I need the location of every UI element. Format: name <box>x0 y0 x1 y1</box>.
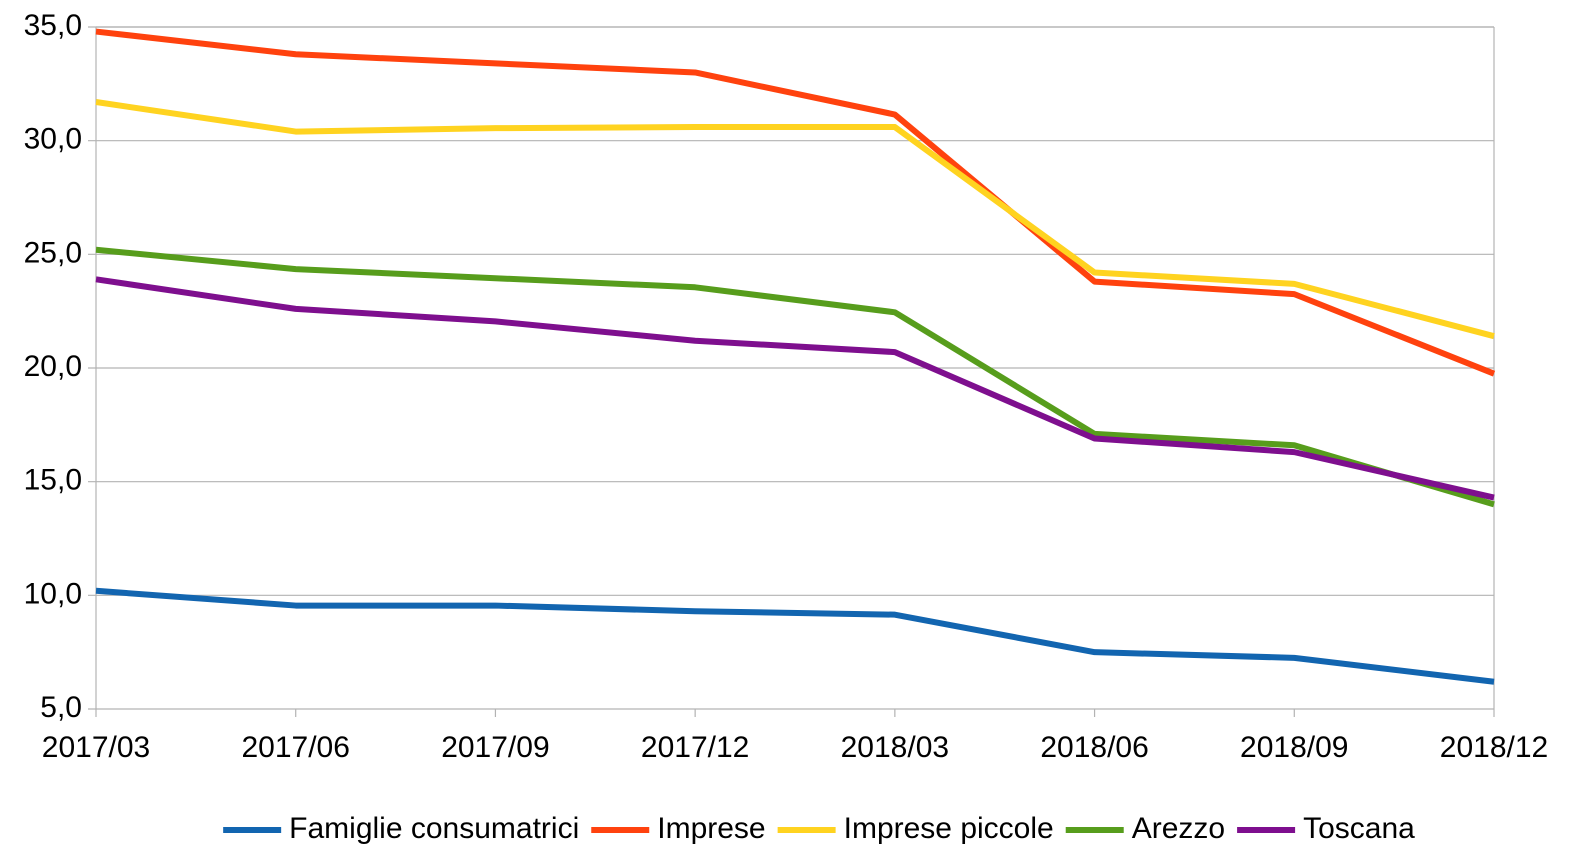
series-line <box>95 276 1495 501</box>
y-tick-label: 30,0 <box>24 123 82 156</box>
y-tick-label: 15,0 <box>24 464 82 497</box>
y-tick-label: 20,0 <box>24 350 82 383</box>
x-tick-label: 2018/03 <box>841 731 949 764</box>
series-line <box>95 587 1495 685</box>
series-line <box>95 28 1496 377</box>
legend-label: Famiglie consumatrici <box>289 812 579 845</box>
x-tick-label: 2017/03 <box>42 731 150 764</box>
x-tick-label: 2017/09 <box>441 731 549 764</box>
y-tick-label: 35,0 <box>24 9 82 42</box>
series-line <box>95 246 1495 508</box>
legend-label: Imprese piccole <box>844 812 1054 845</box>
x-tick-label: 2017/06 <box>241 731 349 764</box>
x-tick-label: 2018/06 <box>1040 731 1148 764</box>
legend-label: Imprese <box>657 812 765 845</box>
y-tick-label: 5,0 <box>40 691 82 724</box>
x-tick-label: 2018/12 <box>1440 731 1548 764</box>
x-tick-label: 2017/12 <box>641 731 749 764</box>
y-tick-label: 10,0 <box>24 577 82 610</box>
legend-label: Toscana <box>1303 812 1415 845</box>
series-line <box>95 99 1495 340</box>
y-tick-label: 25,0 <box>24 236 82 269</box>
legend-label: Arezzo <box>1132 812 1225 845</box>
x-tick-label: 2018/09 <box>1240 731 1348 764</box>
